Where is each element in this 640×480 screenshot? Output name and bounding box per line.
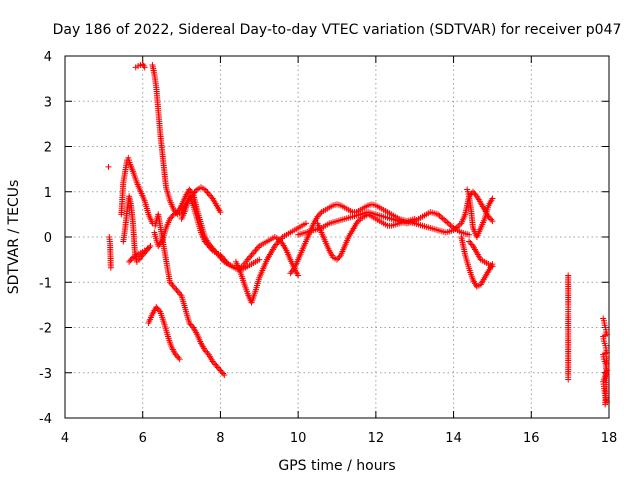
y-tick-label: 1 — [44, 186, 52, 201]
data-point — [489, 263, 496, 270]
data-point — [411, 215, 418, 222]
grid — [65, 56, 609, 418]
x-tick-label: 18 — [601, 431, 618, 446]
data-point — [256, 256, 263, 263]
x-tick-label: 10 — [290, 431, 307, 446]
x-tick-label: 14 — [445, 431, 462, 446]
y-tick-label: 4 — [44, 50, 52, 65]
data-point — [140, 62, 147, 69]
data-point — [105, 163, 112, 170]
data-point — [489, 218, 496, 225]
y-tick-label: 0 — [44, 231, 52, 246]
x-tick-label: 8 — [216, 431, 224, 446]
data-point — [295, 272, 302, 279]
x-tick-label: 16 — [523, 431, 540, 446]
y-tick-label: -1 — [39, 276, 52, 291]
y-axis-title: SDTVAR / TECUs — [6, 180, 22, 295]
y-tick-label: -3 — [39, 367, 52, 382]
data-point — [466, 231, 473, 238]
chart-title: Day 186 of 2022, Sidereal Day-to-day VTE… — [53, 22, 622, 38]
y-tick-label: -4 — [39, 412, 52, 427]
plot-area — [64, 55, 611, 419]
data-point — [438, 214, 445, 221]
data-point — [141, 64, 148, 71]
data-point — [444, 219, 451, 226]
data-point — [217, 209, 224, 216]
data-point — [489, 195, 496, 202]
data-points — [105, 61, 611, 408]
data-point — [442, 218, 449, 225]
data-point — [302, 220, 309, 227]
y-tick-labels: 4 3 2 1 0 -1 -2 -3 -4 — [39, 50, 52, 427]
data-point — [107, 264, 114, 271]
data-point — [176, 356, 183, 363]
data-point — [441, 216, 448, 223]
x-tick-labels: 4 6 8 10 12 14 16 18 — [61, 431, 617, 446]
data-point — [439, 215, 446, 222]
x-axis-title: GPS time / hours — [278, 458, 395, 474]
data-point — [144, 245, 151, 252]
x-tick-label: 6 — [139, 431, 147, 446]
y-tick-label: 2 — [44, 141, 52, 156]
data-point — [447, 222, 454, 229]
data-point — [445, 220, 452, 227]
y-tick-label: -2 — [39, 322, 52, 337]
data-point — [565, 376, 572, 383]
x-tick-label: 4 — [61, 431, 69, 446]
x-tick-label: 12 — [368, 431, 385, 446]
data-point — [603, 353, 610, 360]
data-point — [147, 243, 154, 250]
y-tick-label: 3 — [44, 95, 52, 110]
data-point — [221, 372, 228, 379]
